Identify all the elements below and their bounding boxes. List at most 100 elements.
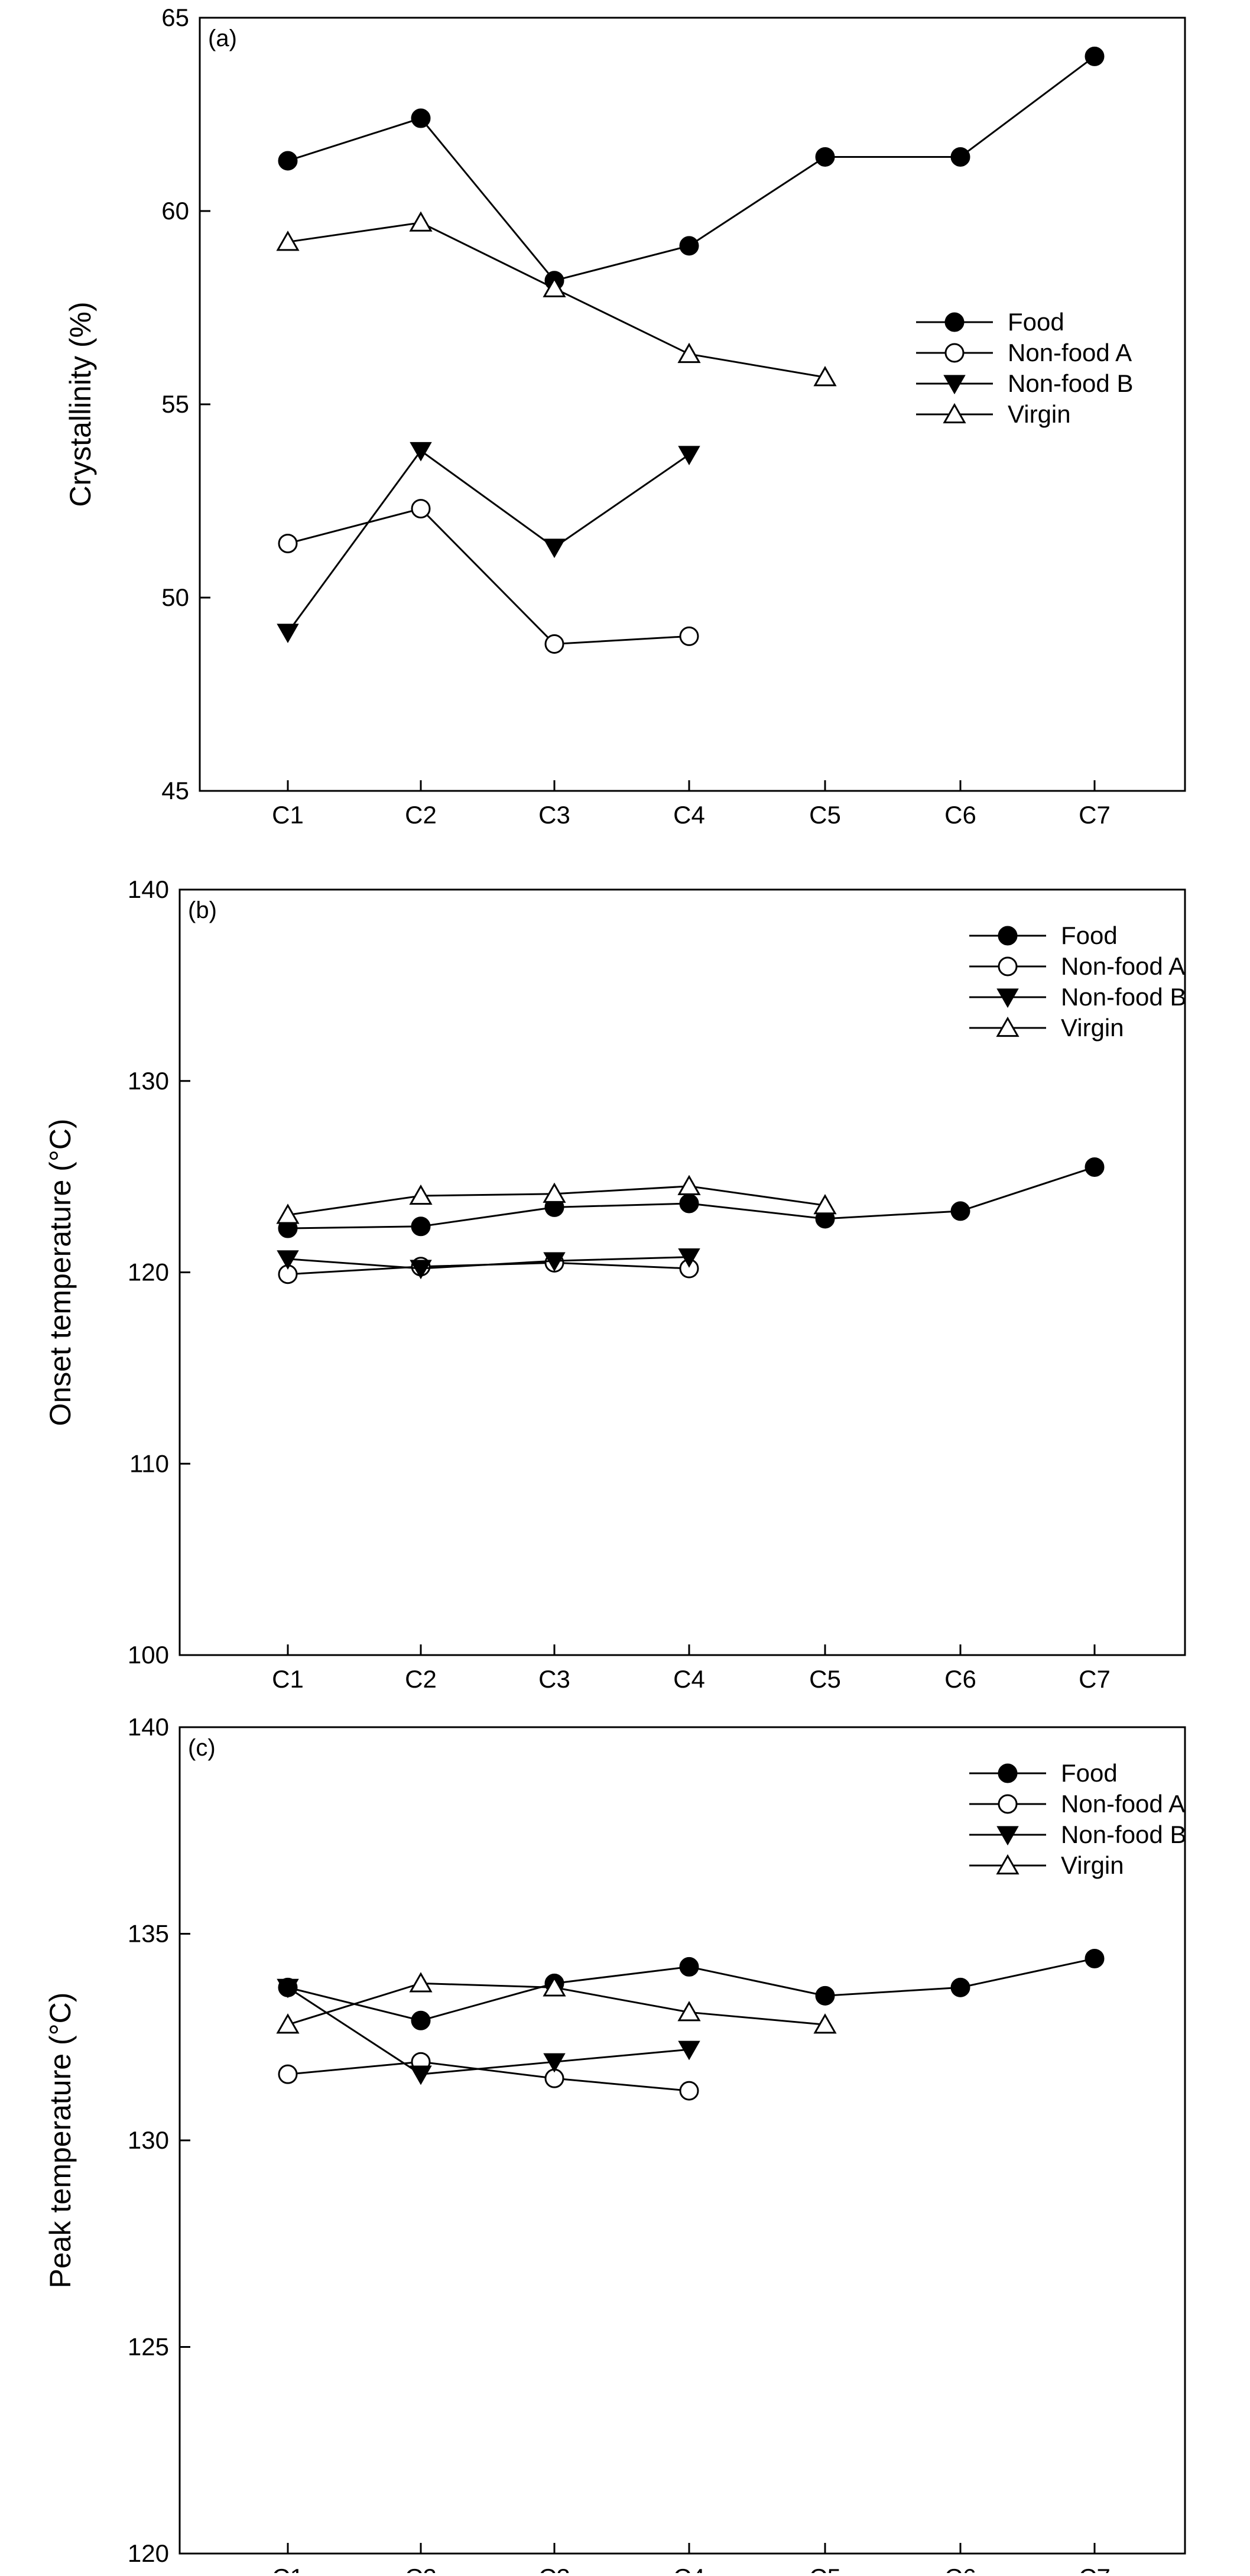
data-point	[678, 446, 700, 466]
x-tick-label: C5	[809, 2564, 841, 2573]
y-tick-label: 100	[128, 1641, 169, 1669]
x-tick-label: C2	[405, 2564, 437, 2573]
y-tick-label: 60	[161, 197, 189, 225]
data-point	[950, 147, 970, 167]
data-point	[679, 1957, 699, 1977]
x-tick-label: C3	[538, 1665, 570, 1693]
y-tick-label: 135	[128, 1920, 169, 1948]
x-tick-label: C6	[944, 1665, 976, 1693]
legend-label: Non-food A	[1008, 339, 1132, 366]
series-food	[278, 46, 1105, 291]
chart-panel-3: 120 125 130 135 140 C1 C2 C3 C4 C5 C6 C7 Peak temper…	[44, 1713, 1186, 2576]
data-point	[543, 1976, 566, 1997]
series-non-food-a	[278, 499, 699, 654]
y-tick-label: 65	[161, 4, 189, 31]
plot-frame	[178, 1726, 1186, 2555]
x-tick-label: C1	[272, 2564, 304, 2573]
series-non-food-b	[277, 442, 700, 644]
data-point	[411, 108, 431, 128]
legend-marker	[943, 375, 966, 395]
panel-label: (c)	[188, 1735, 216, 1761]
data-point	[1085, 1948, 1105, 1968]
legend-marker	[996, 1854, 1020, 1875]
series-virgin	[276, 1972, 837, 2034]
data-point	[679, 626, 699, 646]
x-tick-label: C2	[405, 801, 437, 829]
data-point	[1085, 1157, 1105, 1177]
x-tick-label: C7	[1079, 1665, 1111, 1693]
panel-label: (b)	[188, 897, 217, 923]
data-point	[543, 2053, 566, 2073]
series-line	[287, 507, 690, 645]
x-tick-label: C7	[1079, 2564, 1111, 2573]
y-tick-label: 55	[161, 390, 189, 418]
data-point	[409, 1184, 433, 1205]
legend-label: Virgin	[1008, 400, 1071, 428]
data-point	[679, 2081, 699, 2101]
data-point	[815, 1985, 835, 2006]
x-tick-label: C1	[272, 1665, 304, 1693]
legend-label: Virgin	[1061, 1851, 1124, 1879]
y-tick-label: 125	[128, 2333, 169, 2361]
legend-label: Non-food B	[1008, 369, 1133, 397]
legend-marker	[944, 343, 965, 363]
data-point	[678, 1248, 700, 1268]
x-tick-label: C6	[944, 2564, 976, 2573]
data-point	[543, 277, 566, 297]
data-point	[950, 1977, 970, 1997]
legend-label: Food	[1061, 1759, 1118, 1787]
legend-marker	[998, 1763, 1018, 1783]
data-point	[409, 211, 433, 232]
x-tick-label: C4	[673, 1665, 705, 1693]
data-point	[277, 624, 299, 644]
legend-marker	[998, 926, 1018, 946]
y-tick-label: 140	[128, 1713, 169, 1741]
data-point	[409, 1972, 433, 1993]
legend-marker	[996, 1016, 1020, 1037]
series-virgin	[276, 1175, 837, 1224]
data-point	[677, 1175, 701, 1195]
legend: Food Non-food A Non-food B Virgin	[969, 1759, 1186, 1879]
legend-label: Non-food A	[1061, 1790, 1185, 1818]
chart-panel-1: 45 50 55 60 65 C1 C2 C3 C4 C5 C6 C7 Crystallinity (%…	[64, 4, 1186, 829]
data-point	[411, 1216, 431, 1237]
data-point	[813, 366, 837, 387]
legend-label: Food	[1008, 308, 1064, 336]
series-line	[287, 2061, 690, 2092]
y-tick-label: 50	[161, 583, 189, 611]
data-point	[277, 1250, 299, 1270]
data-point	[815, 147, 835, 167]
x-tick-label: C1	[272, 801, 304, 829]
y-tick-label: 140	[128, 875, 169, 903]
series-line	[287, 222, 826, 378]
series-non-food-b	[277, 1978, 700, 2085]
x-tick-label: C4	[673, 801, 705, 829]
legend-label: Non-food A	[1061, 952, 1185, 980]
data-point	[276, 231, 300, 251]
y-axis-label: Onset temperature (°C)	[44, 1118, 77, 1426]
data-point	[410, 2065, 432, 2085]
data-point	[276, 2013, 300, 2034]
series-non-food-b	[277, 1248, 700, 1280]
data-point	[411, 499, 431, 519]
data-point	[277, 1978, 299, 1998]
x-tick-label: C6	[944, 801, 976, 829]
y-tick-label: 130	[128, 1067, 169, 1095]
legend-marker	[998, 1794, 1018, 1814]
data-point	[677, 2001, 701, 2022]
data-point	[276, 1203, 300, 1224]
data-point	[678, 2040, 700, 2061]
legend: Food Non-food A Non-food B Virgin	[969, 922, 1186, 1042]
y-tick-label: 130	[128, 2126, 169, 2154]
y-tick-label: 45	[161, 777, 189, 804]
legend-marker	[944, 312, 965, 332]
x-tick-label: C7	[1079, 801, 1111, 829]
data-point	[543, 538, 566, 559]
legend-label: Non-food B	[1061, 1821, 1186, 1848]
data-point	[813, 1194, 837, 1215]
data-point	[679, 1193, 699, 1214]
chart-panel-2: 100 110 120 130 140 C1 C2 C3 C4 C5 C6 C7 Onset tempe…	[44, 875, 1186, 1693]
data-point	[411, 2010, 431, 2030]
